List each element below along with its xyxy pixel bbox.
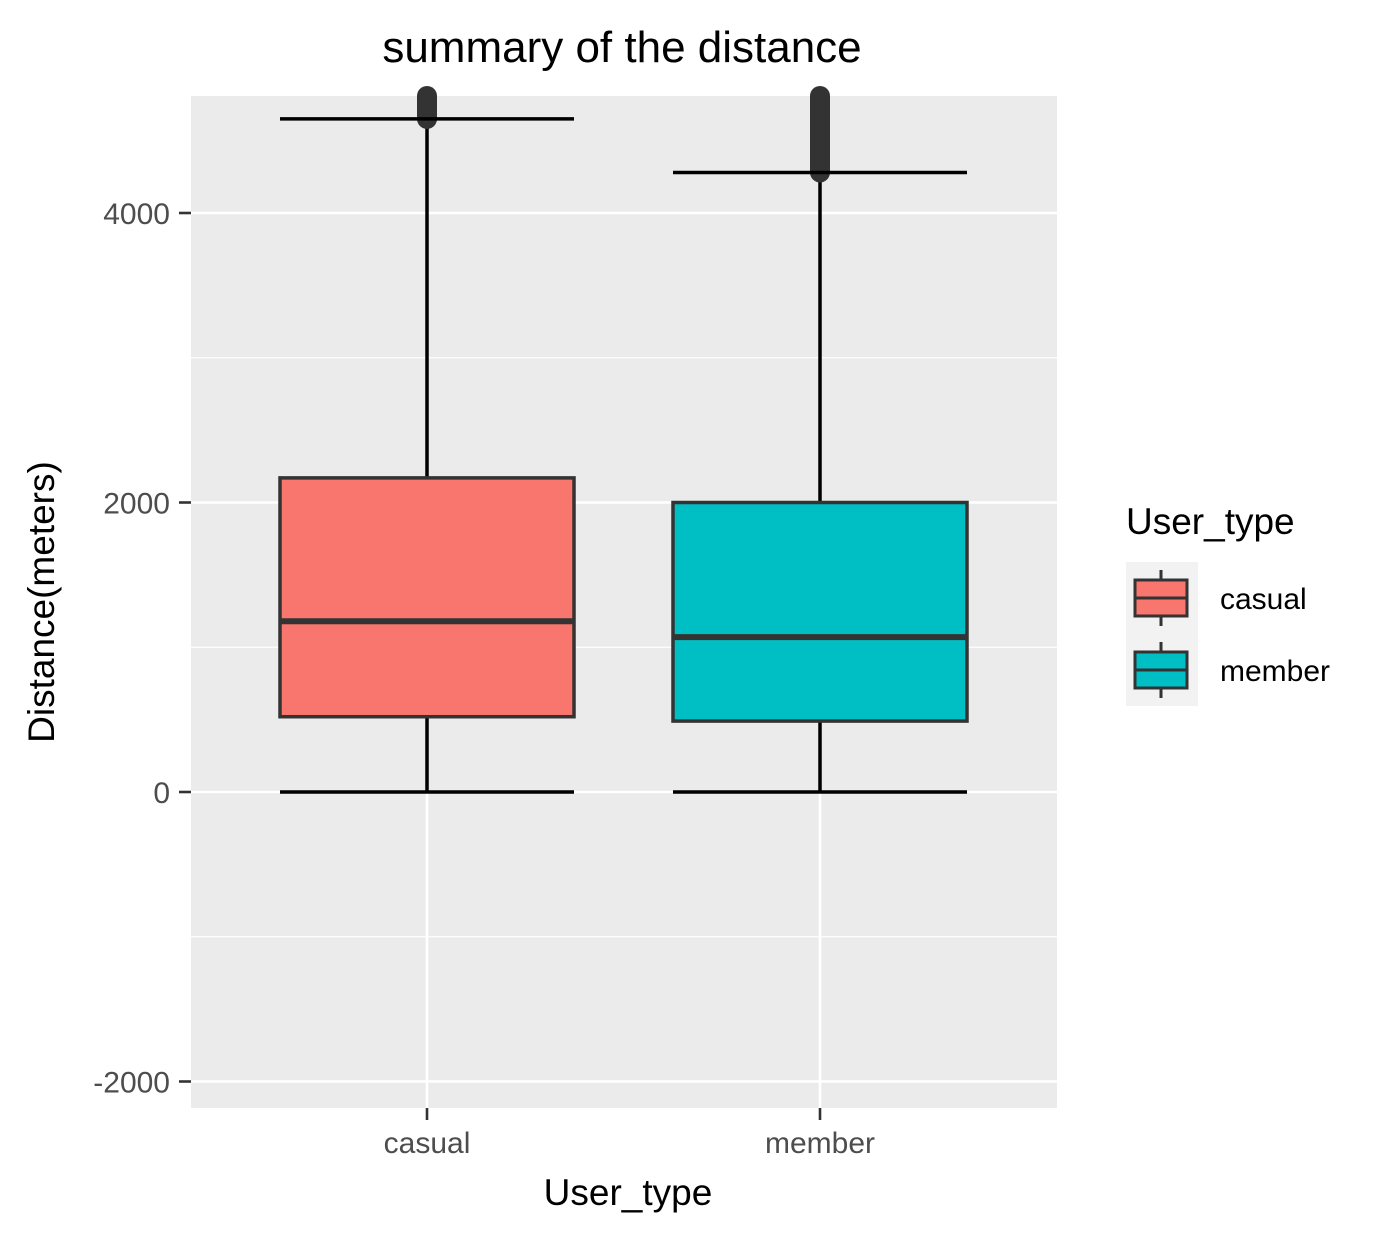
legend-label-casual: casual bbox=[1220, 583, 1307, 616]
x-axis: casual member bbox=[384, 1108, 875, 1160]
legend-label-member: member bbox=[1220, 655, 1330, 688]
x-tick-label: casual bbox=[384, 1127, 471, 1160]
y-tick-label: 2000 bbox=[103, 488, 170, 521]
box-body-member bbox=[671, 500, 969, 723]
legend-keys: casual member bbox=[1133, 570, 1330, 698]
legend-key-casual: casual bbox=[1133, 570, 1307, 626]
y-axis-title: Distance(meters) bbox=[21, 461, 62, 743]
y-axis: -2000 0 2000 4000 bbox=[93, 198, 191, 1100]
box-body-casual bbox=[278, 476, 576, 719]
box-casual bbox=[278, 86, 576, 794]
y-tick-label: 0 bbox=[153, 777, 170, 810]
box-member bbox=[671, 86, 969, 794]
y-tick-label: 4000 bbox=[103, 198, 170, 231]
legend: User_type casual member bbox=[1126, 501, 1330, 706]
x-tick-label: member bbox=[765, 1127, 875, 1160]
box-series bbox=[278, 86, 969, 794]
x-axis-title: User_type bbox=[544, 1172, 713, 1213]
chart-title: summary of the distance bbox=[382, 23, 861, 72]
legend-title: User_type bbox=[1126, 501, 1295, 542]
y-tick-label: -2000 bbox=[93, 1067, 170, 1100]
legend-key-member: member bbox=[1133, 642, 1330, 698]
